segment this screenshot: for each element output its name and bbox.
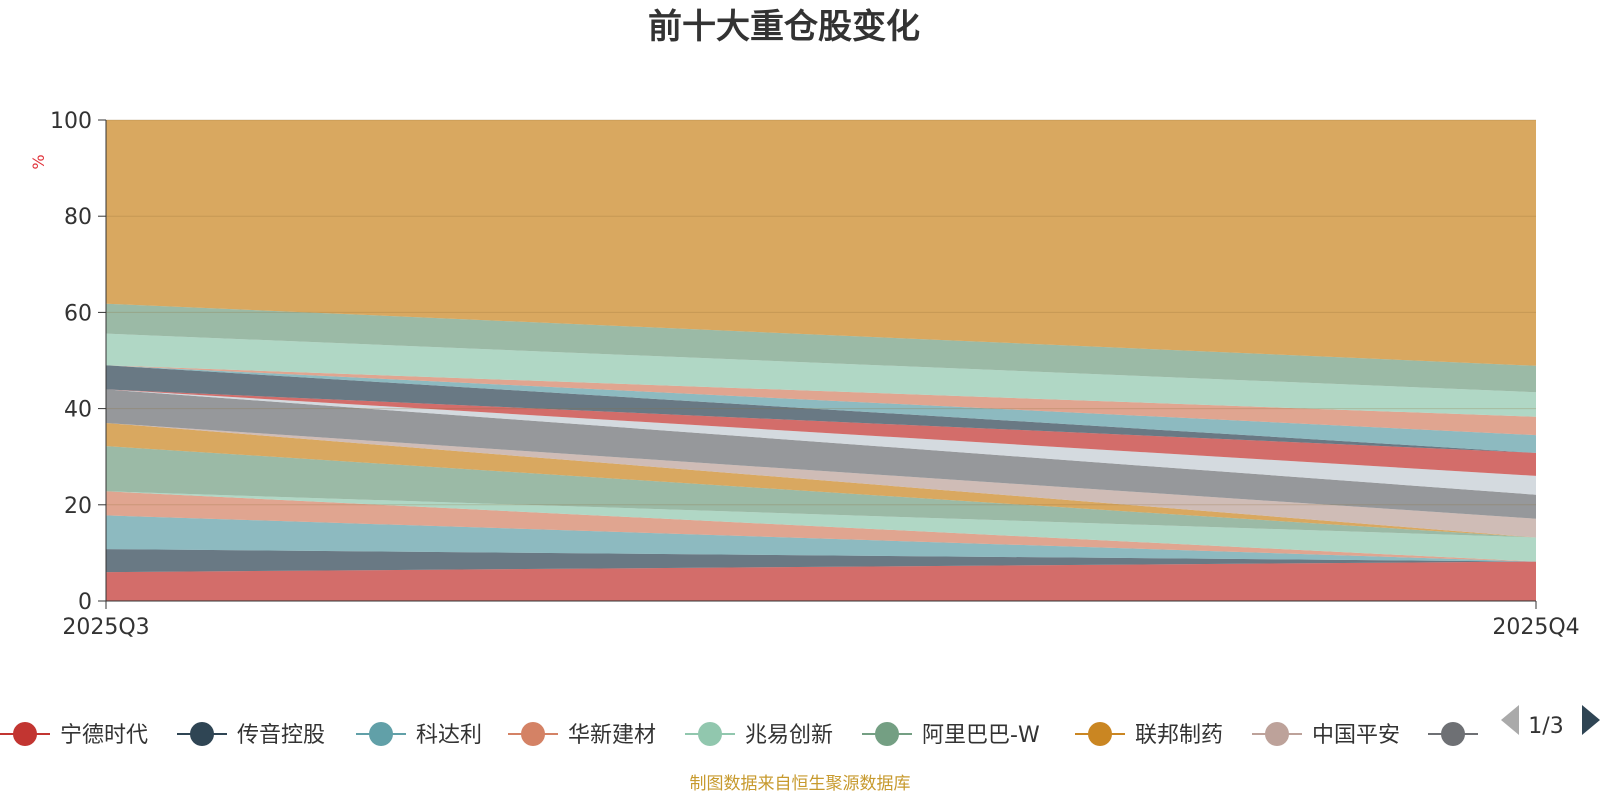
legend-prev-icon[interactable] <box>1501 705 1519 735</box>
legend-pager: 1/3 <box>1501 705 1600 739</box>
chart-title: 前十大重仓股变化 <box>648 7 920 47</box>
legend-label: 阿里巴巴-W <box>922 723 1040 748</box>
legend-marker-icon <box>190 722 214 746</box>
legend-item[interactable]: 中国平安 <box>1252 722 1400 748</box>
legend-marker-icon <box>1265 722 1289 746</box>
area-series-12 <box>106 389 1536 476</box>
plot-areas <box>106 120 1536 601</box>
legend-item[interactable]: 联邦制药 <box>1075 722 1223 748</box>
area-series-11 <box>106 389 1536 495</box>
area-series-15 <box>106 365 1536 436</box>
legend-marker-icon <box>521 722 545 746</box>
area-series-14 <box>106 365 1536 453</box>
area-series-18 <box>106 120 1536 366</box>
legend-label: 宁德时代 <box>60 723 148 748</box>
y-tick-label: 40 <box>64 398 92 423</box>
legend-item[interactable]: 兆易创新 <box>685 722 833 748</box>
legend-item[interactable] <box>1428 722 1478 746</box>
area-series-17 <box>106 303 1536 393</box>
legend-item[interactable]: 传音控股 <box>177 722 325 748</box>
y-tick-label: 100 <box>50 109 92 134</box>
legend-label: 华新建材 <box>568 723 656 748</box>
x-tick-label: 2025Q4 <box>1492 615 1579 640</box>
area-series-4 <box>106 491 1536 562</box>
y-tick-label: 80 <box>64 205 92 230</box>
legend-next-icon[interactable] <box>1582 705 1600 735</box>
legend-item[interactable]: 宁德时代 <box>0 722 148 748</box>
legend-label: 联邦制药 <box>1135 723 1223 748</box>
area-series-2 <box>106 549 1536 573</box>
y-tick-label: 20 <box>64 494 92 519</box>
legend-page-indicator: 1/3 <box>1528 714 1563 739</box>
legend-marker-icon <box>1441 722 1465 746</box>
area-series-8 <box>106 423 1536 538</box>
legend-marker-icon <box>369 722 393 746</box>
y-axis-unit: % <box>29 154 48 169</box>
legend-label: 科达利 <box>416 723 482 748</box>
legend-marker-icon <box>875 722 899 746</box>
y-tick-label: 0 <box>78 590 92 615</box>
legend-marker-icon <box>698 722 722 746</box>
area-series-6 <box>106 446 1536 538</box>
axes: 0 20 40 60 80 100 2025Q3 2025Q4 <box>50 109 1580 640</box>
area-series-9 <box>106 389 1536 519</box>
data-source-note: 制图数据来自恒生聚源数据库 <box>690 774 911 794</box>
legend-item[interactable]: 阿里巴巴-W <box>862 722 1040 748</box>
x-tick-label: 2025Q3 <box>62 615 149 640</box>
legend-item[interactable]: 科达利 <box>356 722 482 748</box>
area-series-1 <box>106 561 1536 601</box>
area-series-13 <box>106 365 1536 453</box>
legend[interactable]: 宁德时代 传音控股 科达利 华新建材 兆易创新 阿里巴巴-W 联邦制药 中国平安 <box>0 722 1478 748</box>
gridlines <box>106 119 1536 506</box>
area-series-16 <box>106 333 1536 417</box>
legend-label: 中国平安 <box>1312 723 1400 748</box>
legend-item[interactable]: 华新建材 <box>508 722 656 748</box>
legend-label: 传音控股 <box>237 723 325 748</box>
legend-label: 兆易创新 <box>745 723 833 748</box>
legend-marker-icon <box>1088 722 1112 746</box>
legend-marker-icon <box>13 722 37 746</box>
y-tick-label: 60 <box>64 301 92 326</box>
area-series-5 <box>106 491 1536 562</box>
